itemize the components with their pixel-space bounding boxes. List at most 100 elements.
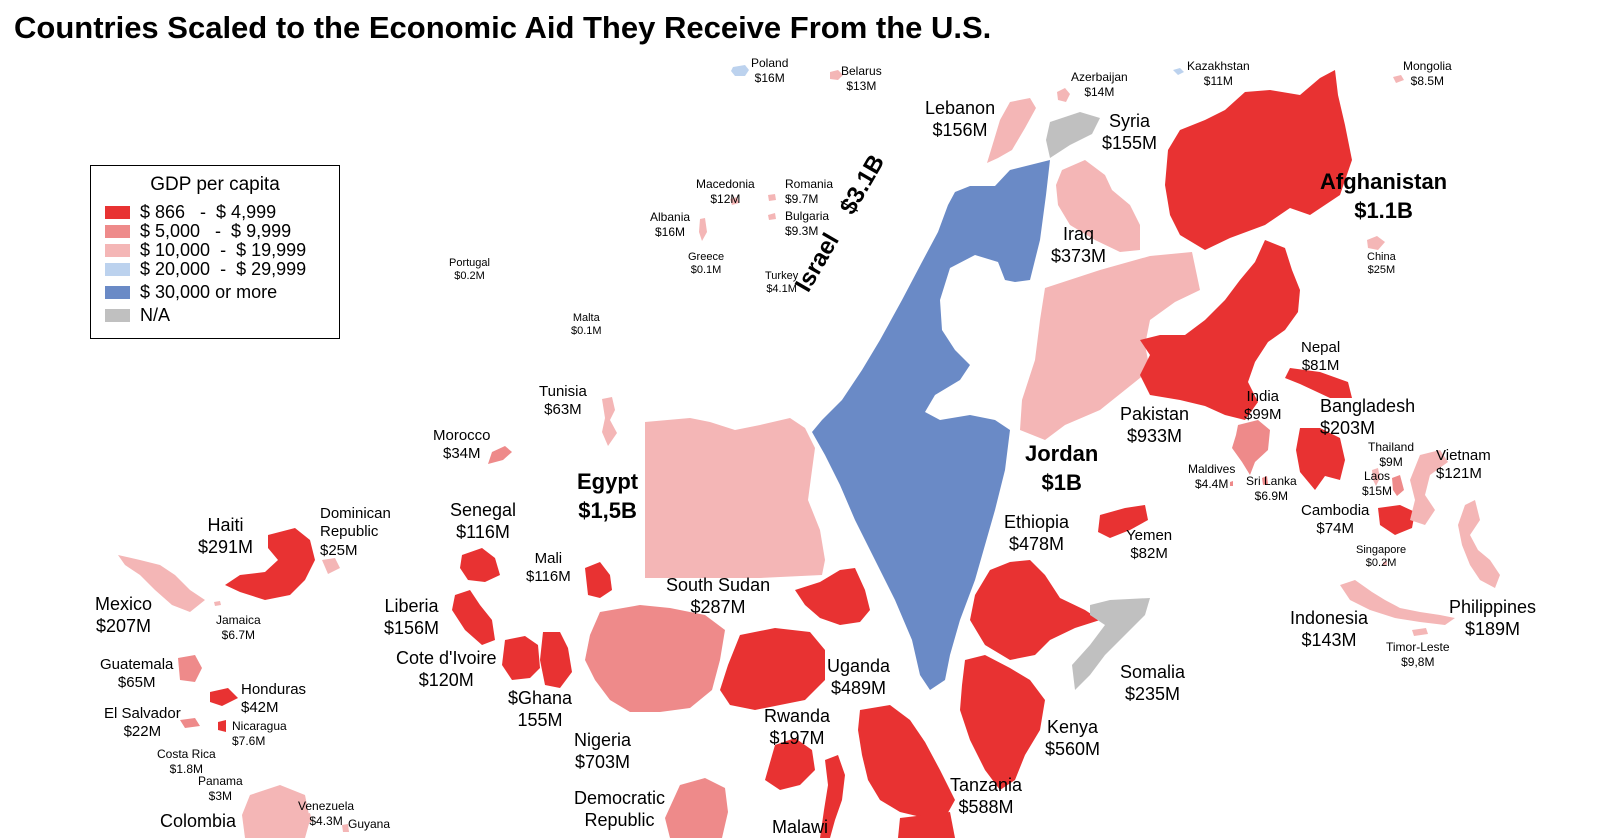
shape-el-salvador: [180, 718, 200, 728]
shape-nigeria: [585, 605, 725, 712]
label-turkey: Turkey $4.1M: [765, 270, 799, 296]
label-maldives: Maldives $4.4M: [1188, 462, 1236, 491]
legend-swatch: [105, 224, 130, 238]
shape-guatemala: [178, 655, 202, 682]
label-senegal: Senegal $116M: [450, 500, 517, 542]
legend-swatch: [105, 243, 130, 257]
label-honduras: Honduras $42M: [241, 681, 307, 717]
shape-ghana: [540, 632, 572, 688]
shape-macedonia: [730, 197, 739, 205]
shape-honduras: [210, 688, 238, 706]
label-nicaragua: Nicaragua $7.6M: [232, 719, 287, 748]
label-mexico: Mexico $207M: [95, 594, 153, 636]
shape-vietnam: [1410, 450, 1448, 525]
legend-item: $ 20,000 - $ 29,999: [105, 259, 306, 279]
label-mongolia: Mongolia $8.5M: [1403, 59, 1452, 88]
shape-lebanon: [987, 98, 1036, 163]
shape-dr-congo: [665, 778, 728, 838]
page-title: Countries Scaled to the Economic Aid The…: [14, 10, 992, 45]
shape-tanzania: [858, 705, 955, 818]
shape-guyana: [342, 824, 349, 832]
shape-syria: [1046, 112, 1100, 158]
label-macedonia: Macedonia $12M: [696, 177, 755, 206]
label-jamaica: Jamaica $6.7M: [216, 613, 261, 642]
label-ethiopia: Ethiopia $478M: [1004, 512, 1070, 554]
label-somalia: Somalia $235M: [1120, 662, 1186, 704]
label-iraq: Iraq $373M: [1051, 224, 1107, 266]
label-syria: Syria $155M: [1102, 111, 1158, 153]
label-poland: Poland $16M: [751, 56, 789, 85]
label-venezuela: Venezuela $4.3M: [298, 799, 355, 828]
shape-indonesia: [1340, 580, 1455, 625]
legend: GDP per capita $ 866 - $ 4,999 $ 5,000 -…: [90, 165, 340, 339]
shape-uganda: [720, 628, 825, 710]
label-tanzania: Tanzania $588M: [950, 775, 1023, 817]
shape-nicaragua: [218, 720, 226, 732]
legend-label: N/A: [140, 304, 171, 325]
shape-azerbaijan: [1057, 88, 1070, 102]
label-singapore: Singapore $0.2M: [1356, 544, 1407, 570]
label-panama: Panama $3M: [198, 774, 243, 803]
label-thailand: Thailand $9M: [1368, 440, 1415, 469]
shape-israel: [812, 160, 1050, 690]
label-bulgaria: Bulgaria $9.3M: [785, 209, 830, 238]
label-malawi: Malawi: [772, 817, 829, 837]
label-pakistan: Pakistan $933M: [1120, 404, 1190, 446]
shape-colombia: [242, 785, 310, 838]
shape-senegal: [460, 548, 500, 582]
label-kenya: Kenya $560M: [1045, 717, 1101, 759]
shape-singapore: [1383, 561, 1387, 565]
shape-kazakhstan: [1173, 68, 1184, 75]
label-colombia: Colombia: [160, 811, 237, 831]
legend-label: $ 30,000 or more: [140, 281, 278, 302]
shape-maldives: [1230, 481, 1233, 486]
label-cambodia: Cambodia $74M: [1301, 502, 1370, 538]
shape-bulgaria: [768, 213, 776, 220]
label-guyana: Guyana: [348, 817, 391, 831]
shape-cote-divoire: [502, 636, 540, 680]
label-nigeria: Nigeria $703M: [574, 730, 632, 772]
legend-label: $ 866 - $ 4,999: [140, 201, 277, 222]
shape-jamaica: [214, 601, 221, 606]
shape-malawi-area: [820, 755, 845, 838]
label-kazakhstan: Kazakhstan $11M: [1187, 59, 1250, 88]
shape-kenya: [960, 655, 1045, 790]
label-jordan: Jordan $1B: [1025, 441, 1099, 495]
label-greece: Greece $0.1M: [688, 251, 725, 277]
shape-china: [1367, 236, 1385, 250]
shape-mali: [585, 562, 612, 598]
shape-thailand: [1372, 468, 1380, 486]
shape-cambodia: [1378, 505, 1415, 535]
legend-item: $ 30,000 or more: [105, 282, 277, 302]
label-tunisia: Tunisia $63M: [539, 383, 587, 419]
shape-mongolia: [1393, 75, 1404, 83]
label-dominican-republic: Dominican Republic $25M: [320, 505, 391, 559]
legend-item: $ 866 - $ 4,999: [105, 202, 276, 222]
shape-rwanda: [765, 738, 815, 790]
legend-swatch: [105, 262, 130, 276]
legend-swatch: [105, 308, 130, 322]
legend-item: $ 5,000 - $ 9,999: [105, 221, 291, 241]
label-afghanistan: Afghanistan $1.1B: [1320, 169, 1448, 223]
label-azerbaijan: Azerbaijan $14M: [1071, 70, 1128, 99]
legend-swatch: [105, 205, 130, 219]
shape-sri-lanka: [1262, 476, 1268, 485]
shape-afghanistan: [1165, 70, 1352, 250]
legend-item: $ 10,000 - $ 19,999: [105, 240, 306, 260]
shape-malawi-partial: [898, 812, 955, 838]
shape-haiti: [225, 528, 315, 600]
label-mali: Mali $116M: [526, 550, 571, 586]
label-ghana: $Ghana 155M: [508, 688, 573, 730]
legend-swatch: [105, 285, 130, 299]
shape-timor-leste: [1412, 628, 1428, 636]
legend-label: $ 20,000 - $ 29,999: [140, 258, 307, 279]
shape-laos: [1392, 475, 1404, 496]
label-sri-lanka: Sri Lanka $6.9M: [1246, 474, 1297, 503]
shape-poland: [731, 65, 749, 76]
label-nepal: Nepal $81M: [1301, 339, 1341, 375]
label-egypt: Egypt $1,5B: [577, 469, 639, 523]
label-albania: Albania $16M: [650, 210, 691, 239]
legend-title: GDP per capita: [150, 174, 280, 195]
label-vietnam: Vietnam $121M: [1436, 447, 1491, 483]
label-belarus: Belarus $13M: [841, 64, 882, 93]
